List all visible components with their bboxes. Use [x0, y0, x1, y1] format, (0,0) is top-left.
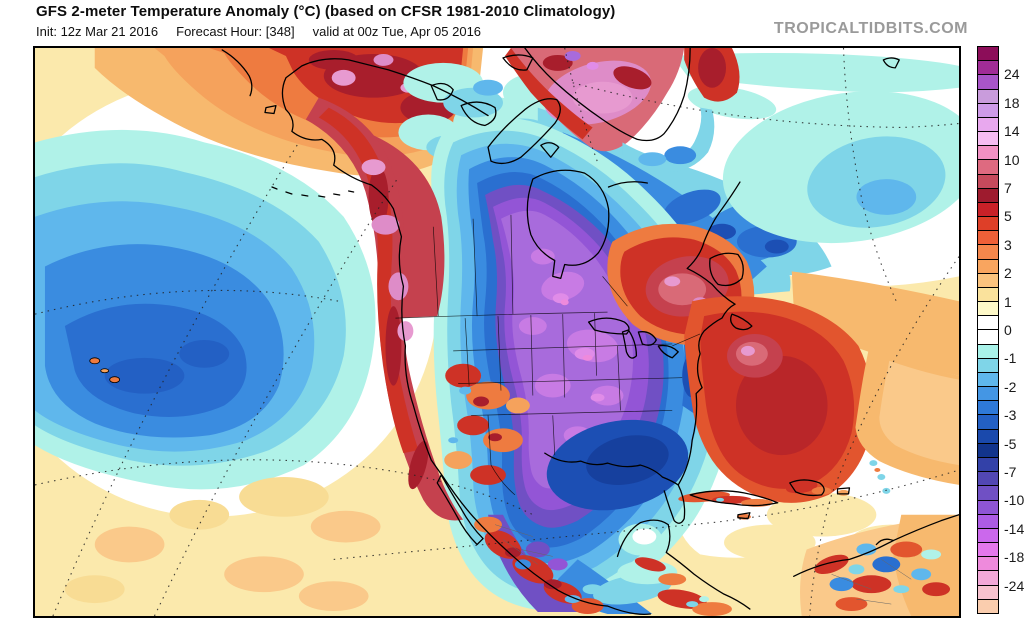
colorbar-tick-label: 5 — [1004, 208, 1012, 225]
colorbar-tick-label: -2 — [1004, 378, 1017, 395]
colorbar-cell — [978, 287, 998, 303]
colorbar-cell — [978, 330, 998, 345]
foreign-admin-borders — [494, 524, 912, 605]
colorbar-cell — [978, 472, 998, 487]
colorbar-cell — [978, 146, 998, 161]
colorbar-cell — [978, 528, 998, 544]
coastlines — [221, 48, 959, 615]
graticule-lines — [35, 48, 959, 616]
west-coast-warm-band — [305, 97, 530, 521]
forecast-hour: Forecast Hour: [348] — [176, 24, 295, 39]
colorbar-cell — [978, 358, 998, 373]
valid-time: valid at 00z Tue, Apr 05 2016 — [312, 24, 482, 39]
mexico-caribbean-speckles — [89, 357, 891, 616]
colorbar-tick-label: -3 — [1004, 407, 1017, 424]
colorbar-cell — [978, 429, 998, 444]
colorbar-cell — [978, 500, 998, 515]
colorbar-tick-label: 7 — [1004, 180, 1012, 196]
colorbar-cell — [978, 344, 998, 359]
colorbar-cell — [978, 217, 998, 232]
colorbar-cell — [978, 401, 998, 416]
colorbar-cell — [978, 557, 998, 572]
colorbar-cell — [978, 245, 998, 260]
colorbar-cell — [978, 273, 998, 288]
colorbar-cell — [978, 231, 998, 246]
colorbar-tick-label: -7 — [1004, 464, 1017, 480]
colorbar-cell — [978, 103, 998, 118]
colorbar-cell — [978, 160, 998, 175]
subtropic-pacific-patches — [64, 476, 381, 612]
colorbar-cell — [978, 302, 998, 317]
colorbar-cell — [978, 415, 998, 430]
page-title: GFS 2-meter Temperature Anomaly (°C) (ba… — [36, 3, 616, 20]
colorbar-cell — [978, 75, 998, 90]
colorbar-tick-label: 10 — [1004, 151, 1020, 168]
colorbar-cell — [978, 132, 998, 147]
colorbar-tick-label: -14 — [1004, 520, 1024, 537]
colorbar-cells — [977, 46, 999, 614]
anomaly-map-svg — [35, 48, 959, 616]
colorbar-cell — [978, 259, 998, 274]
colorbar-tick-label: 0 — [1004, 322, 1012, 338]
state-borders — [395, 214, 701, 496]
colorbar-cell — [978, 372, 998, 388]
colorbar-cell — [978, 387, 998, 402]
colorbar-cell — [978, 174, 998, 189]
colorbar-tick-label: 18 — [1004, 94, 1020, 111]
colorbar-labels: 24 18 14 10 7 5 3 2 1 0 -1 -2 -3 -5 -7 -10 -14 -18 -24 — [1004, 46, 1024, 614]
colorbar-tick-label: -24 — [1004, 577, 1024, 594]
colorbar-cell — [978, 543, 998, 558]
colorbar-cell — [978, 514, 998, 529]
colorbar-cell — [978, 89, 998, 104]
anomaly-map — [33, 46, 961, 618]
colorbar-cell — [978, 599, 998, 613]
colorbar-cell — [978, 202, 998, 218]
colorbar-cell — [978, 117, 998, 133]
north-atlantic-cool — [672, 52, 959, 244]
colorbar-cell — [978, 571, 998, 586]
colorbar-tick-label: -5 — [1004, 435, 1017, 452]
colorbar-cell — [978, 188, 998, 203]
colorbar-tick-label: -1 — [1004, 350, 1017, 367]
colorbar-tick-label: 3 — [1004, 236, 1012, 253]
colorbar-tick-label: 1 — [1004, 293, 1012, 310]
colorbar-tick-label: -10 — [1004, 492, 1024, 509]
colorbar-tick-label: 2 — [1004, 265, 1012, 282]
colorbar-cell — [978, 316, 998, 331]
tropicaltidbits-watermark: TROPICALTIDBITS.COM — [773, 20, 968, 37]
atlantic-warm-blob — [684, 271, 959, 503]
colorbar-cell — [978, 457, 998, 473]
colorbar-cell — [978, 443, 998, 458]
run-info: Init: 12z Mar 21 2016 Forecast Hour: [348… — [36, 24, 499, 39]
colorbar-cell — [978, 47, 998, 62]
colorbar: 24 18 14 10 7 5 3 2 1 0 -1 -2 -3 -5 -7 -10 -14 -18 -24 — [977, 46, 1024, 614]
colorbar-cell — [978, 486, 998, 501]
colorbar-tick-label: 14 — [1004, 123, 1020, 140]
colorbar-tick-label: 24 — [1004, 66, 1020, 83]
colorbar-cell — [978, 585, 998, 600]
pacific-cold-pool — [35, 129, 376, 490]
colorbar-cell — [978, 61, 998, 76]
greenland-warm — [504, 48, 740, 173]
colorbar-tick-label: -18 — [1004, 549, 1024, 566]
init-time: Init: 12z Mar 21 2016 — [36, 24, 159, 39]
tropical-atlantic-south-america — [800, 514, 959, 616]
